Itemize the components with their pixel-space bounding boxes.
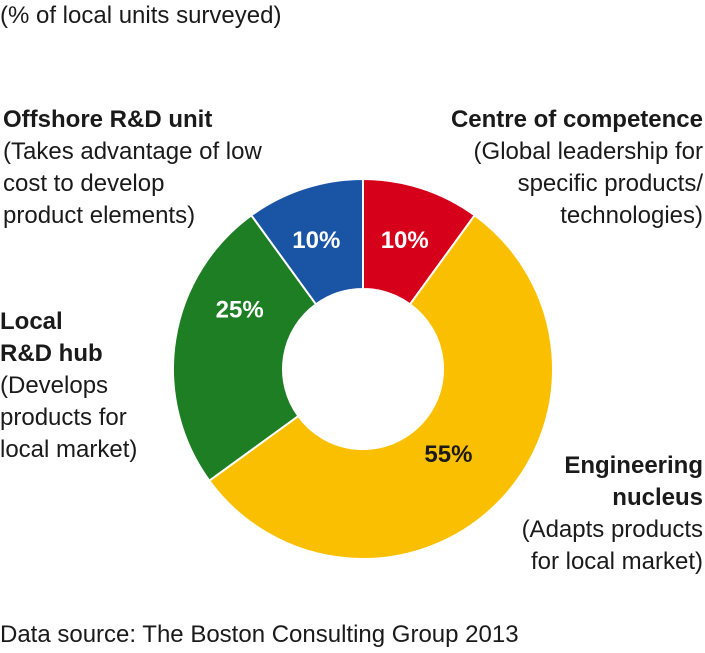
- label-local-head-1: Local: [0, 308, 63, 335]
- donut-slice-engineering-nucleus: [207, 213, 554, 560]
- label-offshore-desc-2: cost to develop: [3, 170, 165, 197]
- slice-label-local-r-d-hub: 25%: [216, 296, 264, 323]
- label-local-desc-2: products for: [0, 404, 127, 431]
- label-offshore-rd-unit: Offshore R&D unit (Takes advantage of lo…: [3, 104, 262, 232]
- slice-label-engineering-nucleus: 55%: [424, 441, 472, 468]
- label-local-desc-3: local market): [0, 436, 138, 463]
- label-engineering-nucleus: Engineering nucleus (Adapts products for…: [463, 450, 703, 578]
- donut-slice-offshore-r-d-unit: [249, 177, 364, 306]
- label-local-desc-1: (Develops: [0, 372, 109, 399]
- label-centre-desc-2: specific products/: [517, 170, 703, 197]
- slice-label-offshore-r-d-unit: 10%: [292, 227, 340, 254]
- data-source-note: Data source: The Boston Consulting Group…: [0, 621, 519, 648]
- donut-slice-local-r-d-hub: [172, 213, 318, 483]
- label-local-rd-hub: Local R&D hub (Develops products for loc…: [0, 306, 137, 466]
- label-centre-head: Centre of competence: [450, 106, 703, 133]
- chart-subtitle: (% of local units surveyed): [0, 2, 282, 29]
- label-offshore-desc-3: product elements): [3, 202, 196, 229]
- label-eng-head-1: Engineering: [564, 452, 703, 479]
- label-offshore-head: Offshore R&D unit: [3, 106, 213, 133]
- label-centre-of-competence: Centre of competence (Global leadership …: [383, 104, 703, 232]
- label-centre-desc-3: technologies): [560, 202, 703, 229]
- label-offshore-desc-1: (Takes advantage of low: [3, 138, 262, 165]
- label-centre-desc-1: (Global leadership for: [473, 138, 703, 165]
- slice-label-centre-of-competence: 10%: [381, 227, 429, 254]
- label-local-head-2: R&D hub: [0, 340, 103, 367]
- label-eng-head-2: nucleus: [612, 484, 703, 511]
- label-eng-desc-1: (Adapts products: [521, 516, 703, 543]
- label-eng-desc-2: for local market): [530, 548, 703, 575]
